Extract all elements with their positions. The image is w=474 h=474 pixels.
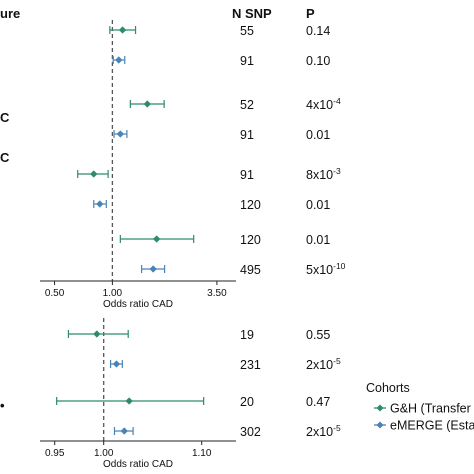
p-value: 2x10-5: [306, 423, 341, 439]
point-estimate: [90, 170, 98, 178]
forest-row: 91 0.10: [112, 54, 330, 68]
nsnp-value: 52: [240, 98, 254, 112]
p-value-exponent: -4: [333, 96, 341, 106]
p-value: 0.01: [306, 128, 330, 142]
legend-label: eMERGE (Esta: [390, 419, 474, 433]
point-estimate: [143, 100, 151, 108]
p-value: 0.10: [306, 54, 330, 68]
forest-row: 231 2x10-5: [109, 356, 341, 372]
legend-swatch-marker: [376, 404, 384, 412]
p-column-header: P: [306, 6, 315, 21]
point-estimate: [149, 265, 157, 273]
p-value-exponent: -10: [333, 261, 346, 271]
nsnp-column-header: N SNP: [232, 6, 272, 21]
nsnp-value: 495: [240, 263, 261, 277]
legend: Cohorts G&H (Transfer eMERGE (Esta: [366, 381, 474, 433]
forest-row: 495 5x10-10: [141, 261, 346, 277]
p-value: 0.14: [306, 24, 330, 38]
x-tick-label: 0.50: [45, 288, 65, 299]
p-value-exponent: -5: [333, 356, 341, 366]
x-axis-label: Odds ratio CAD: [103, 459, 173, 470]
p-value: 4x10-4: [306, 96, 341, 112]
p-value-exponent: -5: [333, 423, 341, 433]
x-tick-label: 0.95: [45, 448, 65, 459]
p-value: 2x10-5: [306, 356, 341, 372]
nsnp-value: 120: [240, 233, 261, 247]
point-estimate: [152, 235, 161, 243]
x-tick-label: 1.00: [103, 288, 123, 299]
forest-row: 20 0.47: [56, 395, 330, 409]
point-estimate: [125, 397, 133, 405]
forest-row: 55 0.14: [109, 24, 330, 38]
point-estimate: [120, 427, 128, 435]
point-estimate: [115, 56, 123, 64]
nsnp-value: 91: [240, 54, 254, 68]
row-label-fragment: •: [0, 398, 5, 413]
point-estimate: [116, 130, 125, 138]
forest-row: 302 2x10-5: [113, 423, 341, 439]
nsnp-value: 91: [240, 168, 254, 182]
point-estimate: [118, 26, 127, 34]
nsnp-value: 231: [240, 358, 261, 372]
x-axis-label: Odds ratio CAD: [103, 299, 173, 310]
legend-item: G&H (Transfer: [374, 402, 471, 416]
x-tick-label: 1.00: [94, 448, 114, 459]
forest-row: 120 0.01: [93, 198, 330, 212]
point-estimate: [112, 360, 121, 368]
p-value: 5x10-10: [306, 261, 346, 277]
p-value: 8x10-3: [306, 166, 341, 182]
point-estimate: [96, 200, 104, 208]
point-estimate: [93, 330, 101, 338]
row-label-fragment: C: [0, 150, 10, 165]
forest-row: 91 0.01: [113, 128, 330, 142]
forest-row: 19 0.55: [67, 328, 330, 342]
exposure-column-header: ure: [0, 6, 20, 21]
x-tick-label: 3.50: [207, 288, 227, 299]
p-value: 0.01: [306, 198, 330, 212]
p-value-exponent: -3: [333, 166, 341, 176]
forest-row: 120 0.01: [119, 233, 330, 247]
legend-item: eMERGE (Esta: [374, 419, 474, 433]
legend-title: Cohorts: [366, 381, 410, 395]
nsnp-value: 302: [240, 425, 261, 439]
nsnp-value: 120: [240, 198, 261, 212]
legend-swatch-marker: [376, 421, 384, 429]
nsnp-value: 20: [240, 395, 254, 409]
p-value: 0.55: [306, 328, 330, 342]
nsnp-value: 91: [240, 128, 254, 142]
forest-row: 91 8x10-3: [77, 166, 341, 182]
p-value: 0.01: [306, 233, 330, 247]
nsnp-value: 19: [240, 328, 254, 342]
p-value: 0.47: [306, 395, 330, 409]
row-label-fragment: C: [0, 110, 10, 125]
nsnp-value: 55: [240, 24, 254, 38]
forest-row: 52 4x10-4: [129, 96, 341, 112]
x-tick-label: 1.10: [192, 448, 212, 459]
legend-label: G&H (Transfer: [390, 402, 471, 416]
